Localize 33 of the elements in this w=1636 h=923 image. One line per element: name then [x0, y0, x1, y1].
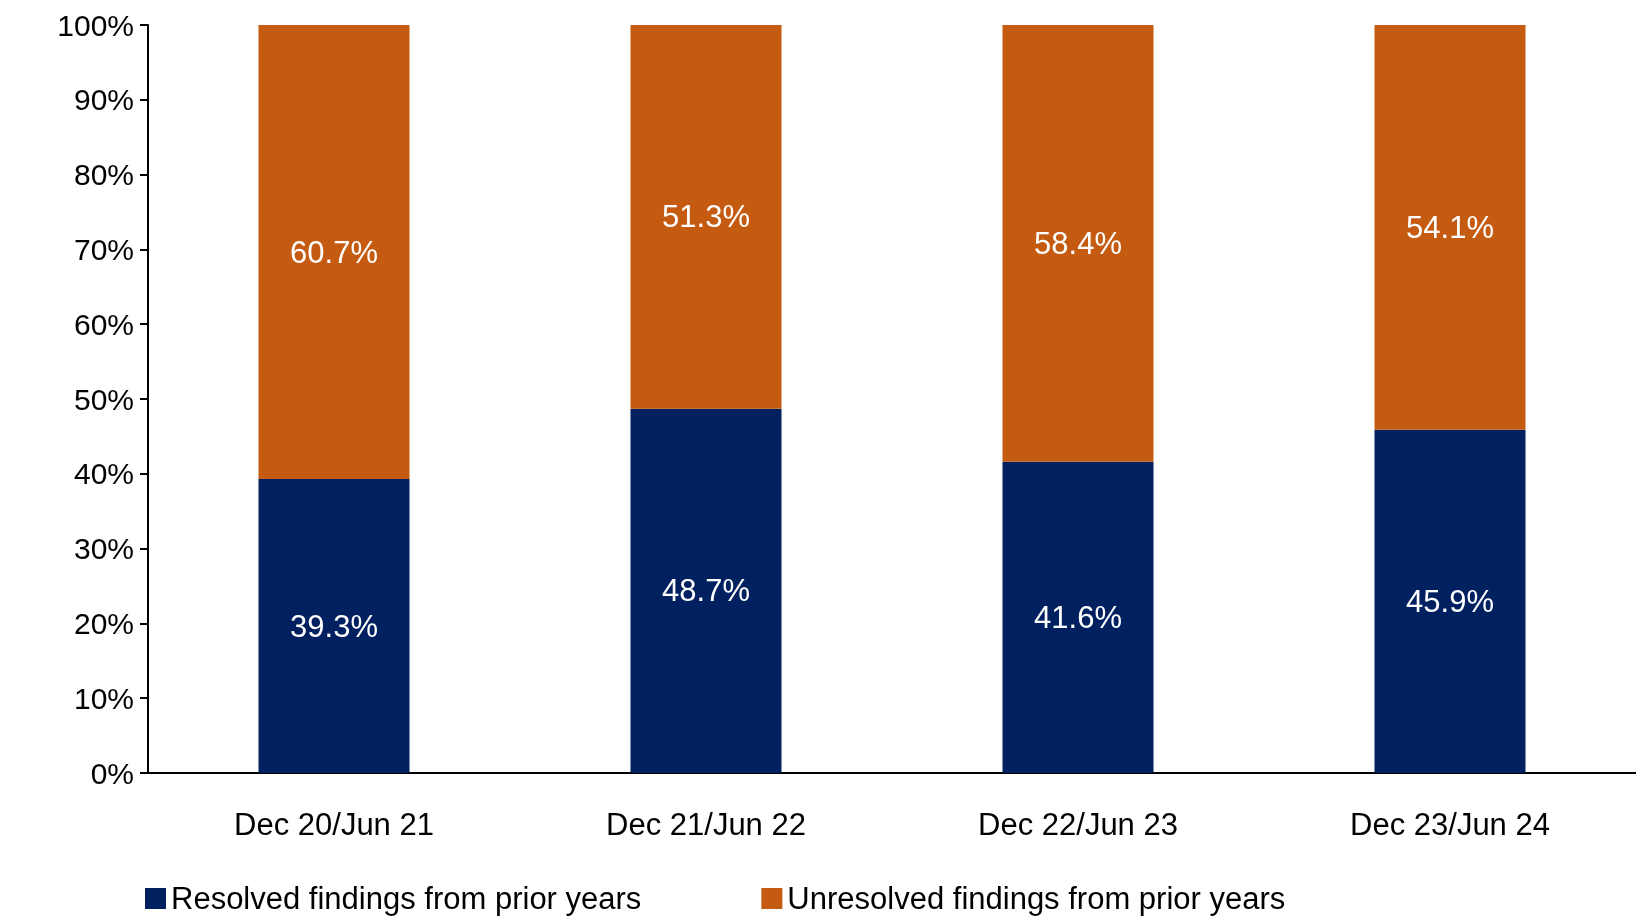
- bar: [1002, 461, 1154, 773]
- data-label: 45.9%: [1406, 583, 1494, 619]
- data-label: 58.4%: [1034, 225, 1122, 261]
- bar: [1002, 25, 1154, 462]
- bar: [1374, 429, 1526, 773]
- y-tick-label: 10%: [73, 681, 134, 715]
- y-tick-label: 20%: [73, 606, 134, 640]
- data-label: 60.7%: [290, 234, 378, 270]
- y-tick-label: 80%: [73, 158, 134, 192]
- y-tick-label: 70%: [73, 232, 134, 266]
- data-label: 41.6%: [1034, 599, 1122, 635]
- y-tick-label: 30%: [73, 532, 134, 566]
- data-label: 48.7%: [662, 573, 750, 609]
- data-label: 39.3%: [290, 608, 378, 644]
- bar: [258, 479, 410, 773]
- bar: [1374, 25, 1526, 430]
- bar: [258, 25, 410, 480]
- x-tick-label: Dec 20/Jun 21: [234, 807, 434, 842]
- bar: [630, 25, 782, 409]
- y-tick-label: 60%: [73, 307, 134, 341]
- bar: [630, 408, 782, 773]
- y-tick-label: 50%: [73, 382, 134, 416]
- data-label: 51.3%: [662, 199, 750, 235]
- x-tick-label: Dec 21/Jun 22: [606, 807, 806, 842]
- y-tick-label: 90%: [73, 83, 134, 117]
- legend-label: Unresolved findings from prior years: [787, 881, 1286, 916]
- data-label: 54.1%: [1406, 209, 1494, 245]
- x-tick-label: Dec 23/Jun 24: [1350, 807, 1550, 842]
- y-tick-label: 0%: [90, 756, 134, 790]
- legend-label: Resolved findings from prior years: [171, 881, 642, 916]
- y-tick-label: 40%: [73, 457, 134, 491]
- y-tick-label: 100%: [57, 8, 134, 42]
- x-tick-label: Dec 22/Jun 23: [978, 807, 1178, 842]
